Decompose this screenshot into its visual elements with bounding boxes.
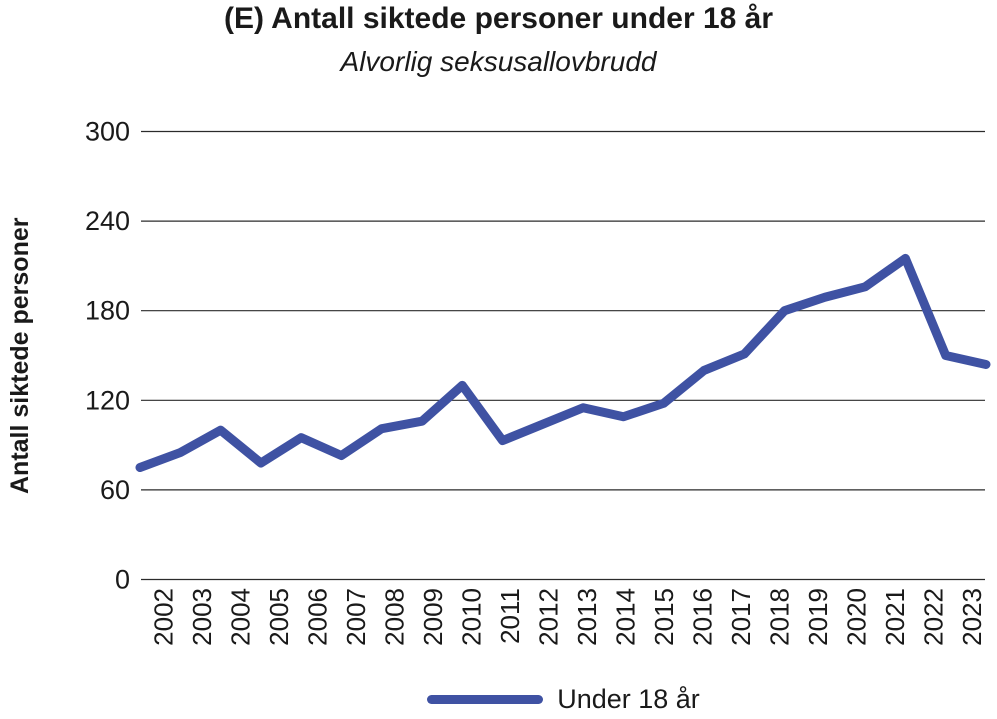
x-tick-label: 2023 [957, 588, 987, 646]
legend-label: Under 18 år [557, 683, 700, 714]
x-tick-label: 2016 [688, 588, 718, 646]
x-tick-label: 2008 [380, 588, 410, 646]
chart-title: (E) Antall siktede personer under 18 år [223, 2, 774, 35]
y-tick-label: 240 [85, 206, 130, 236]
y-tick-label: 60 [100, 475, 130, 505]
x-tick-label: 2006 [303, 588, 333, 646]
x-tick-label: 2003 [187, 588, 217, 646]
legend-line-swatch [427, 694, 544, 704]
x-tick-label: 2018 [765, 588, 795, 646]
y-tick-label: 180 [85, 296, 130, 326]
x-tick-label: 2002 [149, 588, 179, 646]
x-tick-label: 2013 [572, 588, 602, 646]
x-tick-label: 2004 [226, 588, 256, 646]
x-tick-label: 2009 [418, 588, 448, 646]
x-tick-label: 2010 [457, 588, 487, 646]
x-tick-label: 2019 [803, 588, 833, 646]
x-tick-label: 2020 [842, 588, 872, 646]
x-tick-label: 2014 [611, 588, 641, 646]
legend: Under 18 år [141, 684, 986, 714]
x-tick-label: 2007 [341, 588, 371, 646]
x-tick-label: 2022 [919, 588, 949, 646]
y-tick-label: 0 [115, 565, 130, 595]
x-tick-label: 2011 [495, 588, 525, 644]
x-tick-label: 2017 [726, 588, 756, 646]
data-line-under-18 [135, 253, 991, 472]
y-tick-label: 120 [85, 385, 130, 415]
x-tick-label: 2021 [880, 588, 910, 646]
x-tick-label: 2005 [264, 588, 294, 646]
x-tick-label: 2015 [649, 588, 679, 646]
chart-subtitle: Alvorlig seksusallovbrudd [340, 46, 657, 77]
y-tick-label: 300 [85, 117, 130, 147]
x-tick-label: 2012 [534, 588, 564, 646]
